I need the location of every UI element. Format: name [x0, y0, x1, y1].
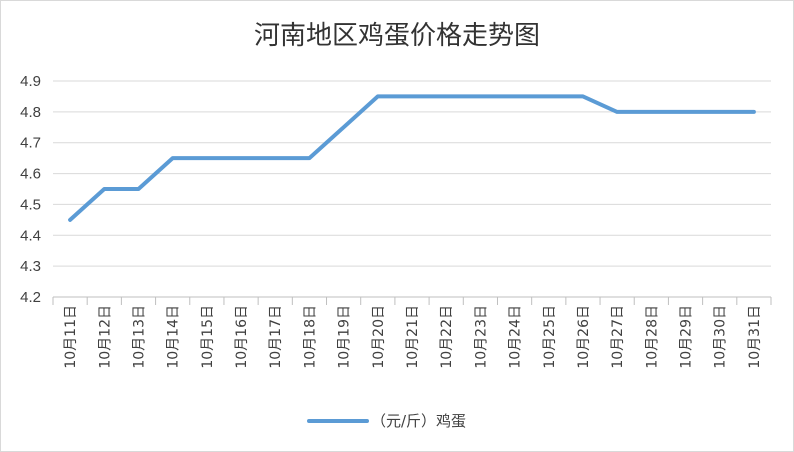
x-tick-label: 10月21日	[405, 305, 421, 369]
x-tick-label: 10月30日	[713, 305, 729, 369]
x-tick-label: 10月19日	[337, 305, 353, 369]
x-tick-label: 10月13日	[131, 305, 147, 369]
legend-label: （元/斤）鸡蛋	[371, 412, 466, 430]
x-tick-label: 10月26日	[576, 305, 592, 369]
series-line	[68, 94, 756, 222]
x-tick-label: 10月29日	[679, 305, 695, 369]
x-tick-label: 10月24日	[508, 305, 524, 369]
x-tick-label: 10月18日	[302, 305, 318, 369]
y-tick-label: 4.7	[20, 135, 41, 152]
x-tick-label: 10月17日	[268, 305, 284, 369]
y-tick-label: 4.4	[20, 227, 41, 244]
x-tick-label: 10月23日	[473, 305, 489, 369]
y-tick-label: 4.6	[20, 166, 41, 183]
y-tick-label: 4.9	[20, 73, 41, 90]
chart-title: 河南地区鸡蛋价格走势图	[253, 21, 540, 51]
x-tick-label: 10月28日	[644, 305, 660, 369]
x-tick-label: 10月31日	[747, 305, 763, 369]
y-tick-label: 4.2	[20, 289, 41, 306]
x-tick-label: 10月22日	[439, 305, 455, 369]
x-tick-label: 10月15日	[200, 305, 216, 369]
x-tick-label: 10月27日	[610, 305, 626, 369]
x-tick-label: 10月12日	[97, 305, 113, 369]
x-tick-label: 10月14日	[166, 305, 182, 369]
y-tick-label: 4.5	[20, 196, 41, 213]
x-tick-label: 10月11日	[63, 305, 79, 369]
x-tick-label: 10月20日	[371, 305, 387, 369]
y-tick-label: 4.3	[20, 258, 41, 275]
x-tick-label: 10月25日	[542, 305, 558, 369]
y-tick-label: 4.8	[20, 104, 41, 121]
x-tick-label: 10月16日	[234, 305, 250, 369]
